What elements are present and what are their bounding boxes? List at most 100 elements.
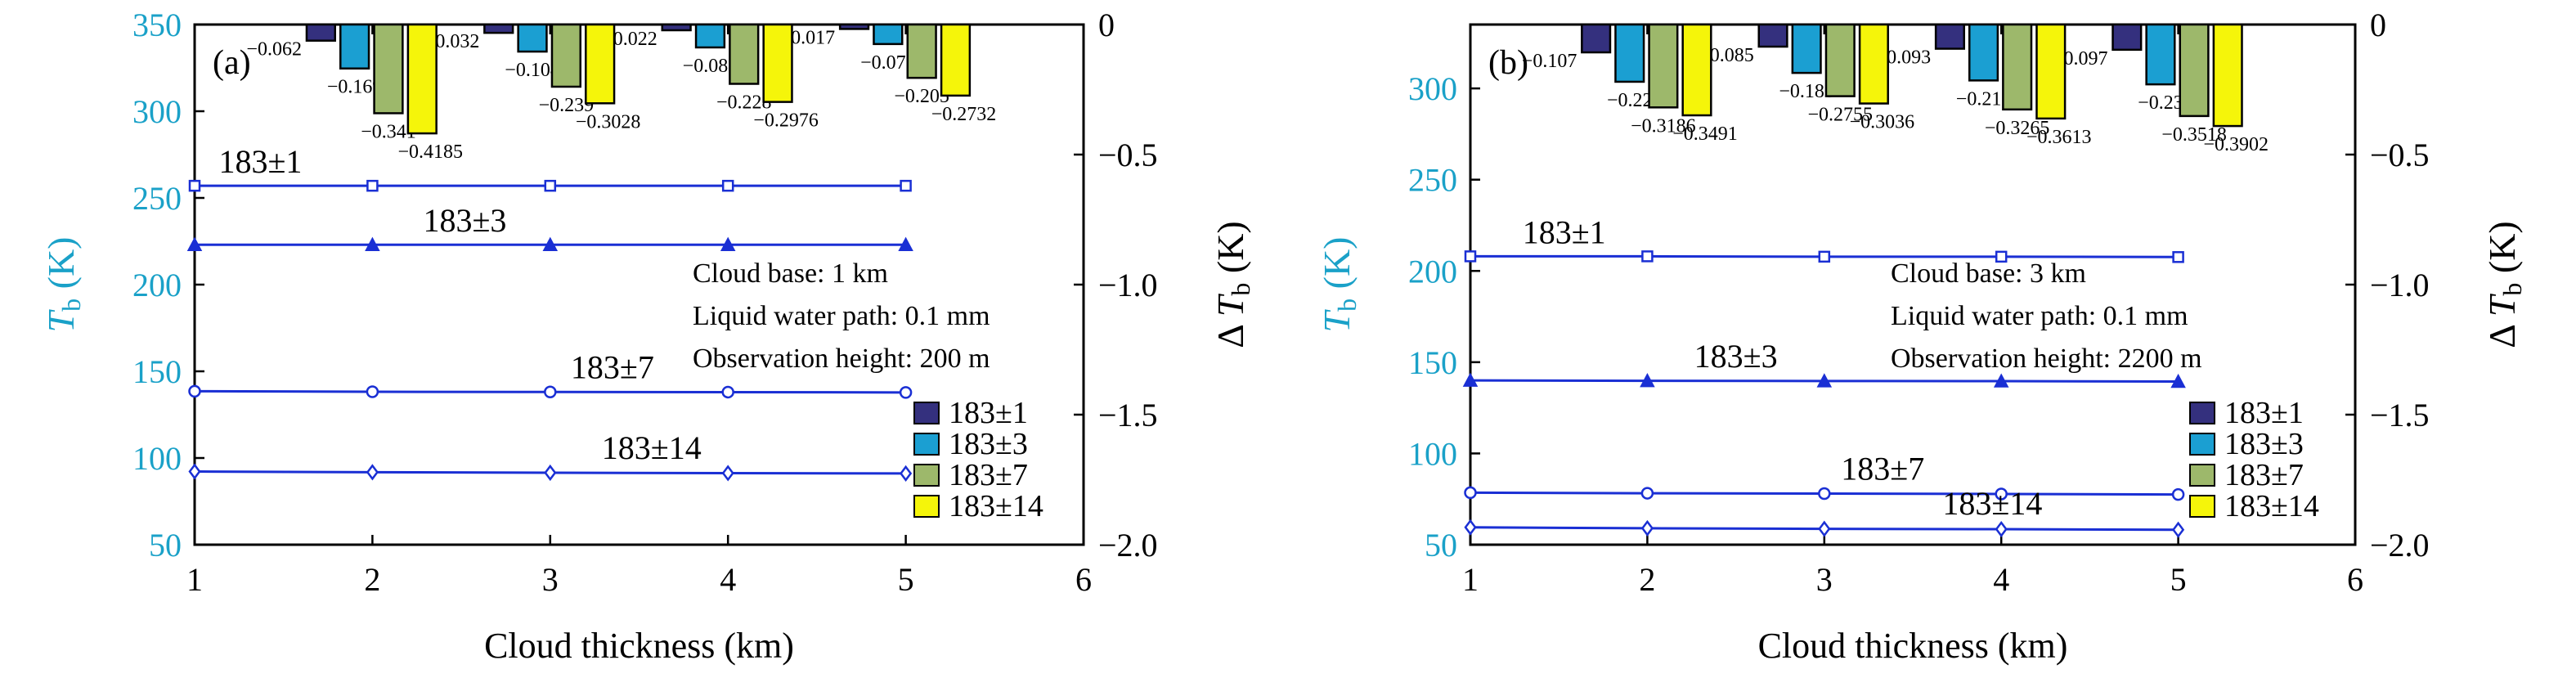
legend-label: 183±7 xyxy=(2224,458,2304,492)
y-left-tick-label: 100 xyxy=(1408,435,1457,472)
marker-square xyxy=(721,179,734,192)
series-name-label: 183±7 xyxy=(1841,450,1924,487)
bar-value-label: −0.2732 xyxy=(931,104,997,125)
x-tick-label: 4 xyxy=(1993,561,2009,598)
label-part: (K) xyxy=(40,237,82,299)
y-right-tick-label: −1.5 xyxy=(1098,397,1158,433)
y-left-tick-label: 300 xyxy=(132,93,182,130)
series-name-label: 183±3 xyxy=(1694,338,1778,375)
bar xyxy=(1791,23,1822,74)
x-tick-label: 3 xyxy=(542,561,559,598)
marker-triangle xyxy=(365,236,380,251)
y-right-tick-label: −1.0 xyxy=(1098,267,1158,303)
legend-label: 183±7 xyxy=(949,458,1028,492)
bar xyxy=(1614,23,1645,83)
marker-diamond xyxy=(188,463,201,480)
bar xyxy=(1934,23,1966,50)
legend-swatch xyxy=(2189,433,2215,456)
bar-value-label: −0.228 xyxy=(716,92,772,114)
marker-triangle xyxy=(1816,373,1833,388)
bar-value-label: −0.341 xyxy=(361,121,416,142)
y-left-tick-label: 200 xyxy=(132,267,182,303)
bar xyxy=(1757,23,1788,48)
marker-triangle xyxy=(542,236,559,251)
y-left-tick-label: 300 xyxy=(1408,70,1457,107)
y-right-tick-label: 0 xyxy=(1098,7,1115,43)
marker-circle xyxy=(544,385,557,398)
bar-value-label: −0.4185 xyxy=(397,141,463,163)
marker-triangle xyxy=(2170,373,2186,388)
legend-swatch xyxy=(913,402,940,424)
y-left-axis-label: Tb (K) xyxy=(1316,237,1362,333)
x-tick-label: 1 xyxy=(1462,561,1479,598)
bar xyxy=(2112,23,2143,52)
marker-diamond xyxy=(1995,520,2008,538)
bar xyxy=(1681,23,1712,117)
bar xyxy=(2179,23,2210,118)
y-right-tick-label: −0.5 xyxy=(1098,137,1158,173)
legend-label: 183±3 xyxy=(949,427,1028,461)
marker-triangle xyxy=(1993,373,2009,388)
label-part: Δ xyxy=(1209,317,1251,348)
bar xyxy=(2002,23,2033,111)
marker-square xyxy=(900,179,912,192)
bar-value-label: −0.3186 xyxy=(1631,115,1696,137)
annotation-text: Observation height: 2200 m xyxy=(1891,344,2202,374)
marker-circle xyxy=(188,384,201,398)
marker-square xyxy=(1464,250,1477,263)
bar xyxy=(661,23,692,32)
marker-triangle xyxy=(898,236,913,251)
marker-square xyxy=(1641,250,1654,263)
x-tick-label: 1 xyxy=(186,561,203,598)
bar-value-label: −0.205 xyxy=(894,86,949,107)
y-left-tick-label: 150 xyxy=(1408,344,1457,381)
marker-circle xyxy=(2171,487,2185,501)
y-right-axis-label: Δ Tb (K) xyxy=(1209,221,1255,348)
chart-panel-a: 1 2 3 4 5 6 50 100 150 200 250 300 350 −2.0 −1.5 −1.0 −0… xyxy=(40,7,1255,666)
bar xyxy=(517,23,548,53)
bar-value-label: −0.104 xyxy=(505,60,560,81)
y-right-tick-label: −0.5 xyxy=(2370,137,2430,173)
bar xyxy=(483,23,514,34)
label-part: b xyxy=(1226,283,1255,296)
annotation-text: Cloud base: 3 km xyxy=(1891,258,2086,289)
y-right-tick-label: −2.0 xyxy=(1098,527,1158,564)
x-tick-label: 2 xyxy=(364,561,380,598)
marker-diamond xyxy=(1464,519,1477,536)
y-left-tick-label: 100 xyxy=(132,440,182,477)
x-tick-label: 5 xyxy=(2170,561,2187,598)
marker-circle xyxy=(1818,487,1831,501)
y-right-tick-label: 0 xyxy=(2370,7,2386,43)
y-right-tick-label: −2.0 xyxy=(2370,527,2430,564)
legend-swatch xyxy=(2189,495,2215,518)
bar xyxy=(2145,23,2176,86)
bar-value-label: −0.088 xyxy=(683,56,738,77)
series-name-label: 183±7 xyxy=(571,348,654,385)
series-name-label: 183±1 xyxy=(1523,213,1606,250)
bar xyxy=(2035,23,2067,120)
marker-triangle xyxy=(720,236,736,251)
bar xyxy=(406,23,438,135)
bar xyxy=(906,23,937,79)
annotation-text: Liquid water path: 0.1 mm xyxy=(1891,301,2188,331)
annotation-text: Liquid water path: 0.1 mm xyxy=(693,301,990,331)
bar-value-label: −0.186 xyxy=(1779,81,1834,102)
bar xyxy=(550,23,582,88)
marker-diamond xyxy=(1818,520,1831,537)
marker-triangle xyxy=(186,236,203,251)
bar xyxy=(339,23,370,70)
label-part: T xyxy=(40,308,82,332)
marker-diamond xyxy=(900,465,913,482)
y-right-tick-label: −1.0 xyxy=(2370,267,2430,303)
bar xyxy=(940,23,972,97)
legend-label: 183±14 xyxy=(2224,489,2319,523)
y-left-tick-label: 50 xyxy=(1425,527,1457,564)
y-left-tick-label: 250 xyxy=(132,180,182,217)
legend-label: 183±1 xyxy=(949,396,1028,430)
chart-panel-b: 1 2 3 4 5 6 50 100 150 200 250 300 −2.0 −1.5 −1.0 −0.5 0… xyxy=(1316,7,2527,666)
series-name-label: 183±1 xyxy=(218,143,302,180)
marker-square xyxy=(188,179,201,192)
bar xyxy=(729,23,760,85)
bar xyxy=(1648,23,1679,109)
label-part: b xyxy=(1332,299,1362,312)
